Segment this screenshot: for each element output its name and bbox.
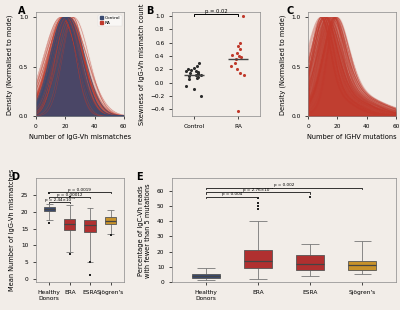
Point xyxy=(186,73,192,78)
Point xyxy=(237,70,243,75)
Point xyxy=(255,196,261,201)
Point xyxy=(184,67,191,72)
Point xyxy=(66,251,73,256)
Bar xyxy=(64,219,75,230)
Bar xyxy=(105,217,116,224)
Point xyxy=(235,43,241,48)
Point xyxy=(188,68,194,73)
Text: p = 0.0019: p = 0.0019 xyxy=(68,188,91,192)
Text: E: E xyxy=(136,172,143,182)
Point xyxy=(107,233,114,238)
Bar xyxy=(244,250,272,268)
Text: B: B xyxy=(146,6,153,16)
Point xyxy=(193,72,199,77)
Point xyxy=(228,64,235,69)
Bar xyxy=(84,220,96,232)
Point xyxy=(46,191,52,196)
Point xyxy=(198,73,204,78)
Point xyxy=(255,203,261,208)
Point xyxy=(183,68,190,73)
Point xyxy=(236,40,243,45)
Y-axis label: Density (Normalised to mode): Density (Normalised to mode) xyxy=(7,14,14,114)
Point xyxy=(186,71,193,76)
Point xyxy=(238,55,244,60)
Point xyxy=(240,13,246,18)
Point xyxy=(241,72,248,77)
Bar xyxy=(348,261,376,270)
Y-axis label: Mean Number of IgG-Vh mismatches: Mean Number of IgG-Vh mismatches xyxy=(9,169,15,291)
Text: C: C xyxy=(286,6,294,16)
Point xyxy=(196,60,202,65)
Y-axis label: Skewness of IgG-Vh mismatch count: Skewness of IgG-Vh mismatch count xyxy=(139,4,145,125)
X-axis label: Number of IgG-Vh mismatches: Number of IgG-Vh mismatches xyxy=(29,134,131,140)
Point xyxy=(87,273,93,278)
Point xyxy=(255,200,261,205)
Point xyxy=(229,52,236,57)
Point xyxy=(234,50,240,55)
Text: p = 0.02: p = 0.02 xyxy=(205,9,227,14)
Point xyxy=(237,47,244,52)
Bar xyxy=(296,255,324,270)
Text: p = 0.00012: p = 0.00012 xyxy=(57,193,82,197)
Point xyxy=(191,87,198,92)
Point xyxy=(235,108,242,113)
Legend: Control, RA: Control, RA xyxy=(98,15,122,26)
Point xyxy=(46,220,52,225)
Point xyxy=(233,57,239,62)
Text: p = 0.004: p = 0.004 xyxy=(222,193,242,196)
X-axis label: Number of IGHV mutations: Number of IGHV mutations xyxy=(307,134,397,140)
Bar xyxy=(192,274,220,277)
Point xyxy=(194,64,200,69)
Point xyxy=(236,53,242,58)
Point xyxy=(195,69,201,74)
Bar xyxy=(44,207,55,211)
Point xyxy=(194,72,201,77)
Y-axis label: Density (Normalised to mode): Density (Normalised to mode) xyxy=(279,14,286,114)
Point xyxy=(195,70,202,75)
Point xyxy=(194,76,201,81)
Text: A: A xyxy=(18,6,26,16)
Point xyxy=(255,206,261,211)
Point xyxy=(87,259,93,264)
Y-axis label: Percentage of IgC-Vh reads
with fewer than 5 mutations: Percentage of IgC-Vh reads with fewer th… xyxy=(138,183,152,277)
Point xyxy=(191,65,197,70)
Point xyxy=(198,94,204,99)
Point xyxy=(232,60,238,65)
Text: p = 2.44×10⁻⁴: p = 2.44×10⁻⁴ xyxy=(44,198,74,202)
Point xyxy=(186,77,192,82)
Text: p = 2.76×10⁻⁴: p = 2.76×10⁻⁴ xyxy=(243,188,273,192)
Point xyxy=(195,75,201,80)
Point xyxy=(193,68,199,73)
Point xyxy=(66,194,73,199)
Text: p = 0.002: p = 0.002 xyxy=(274,183,294,187)
Text: D: D xyxy=(12,172,20,182)
Point xyxy=(183,83,190,88)
Point xyxy=(234,67,240,72)
Point xyxy=(307,194,313,199)
